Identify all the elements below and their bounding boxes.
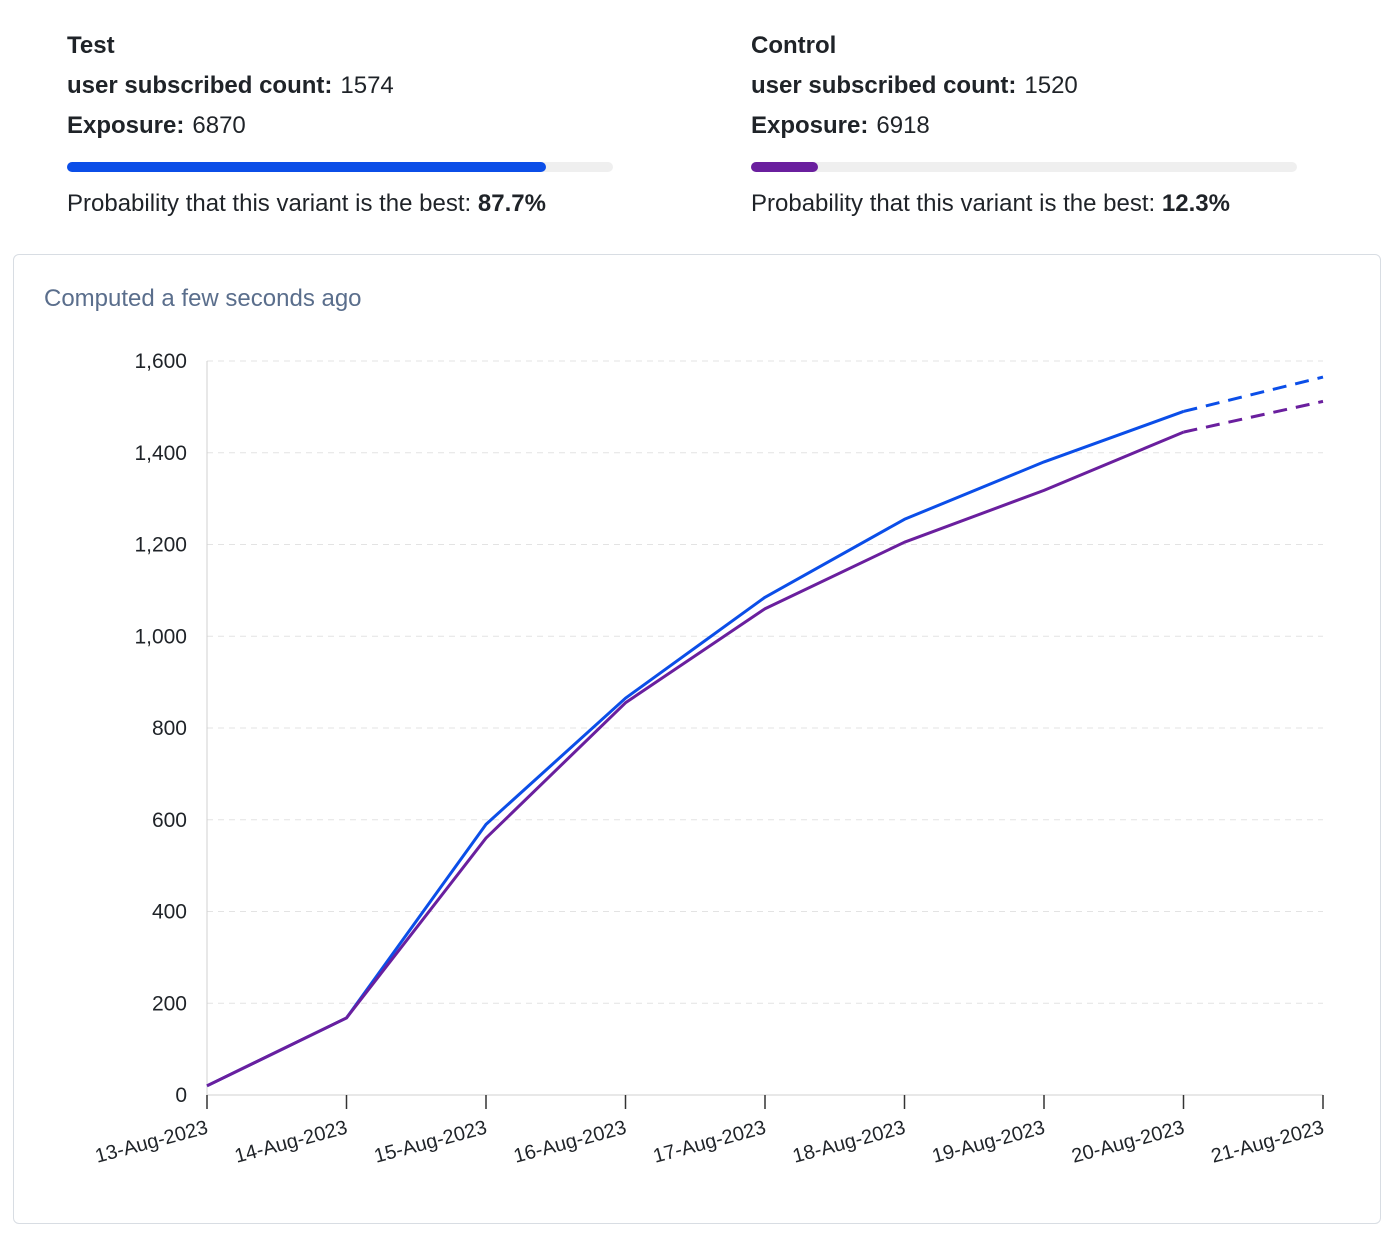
probability-label: Probability that this variant is the bes… [67, 190, 472, 217]
x-tick-label: 18-Aug-2023 [790, 1117, 907, 1168]
probability-text: Probability that this variant is the bes… [67, 190, 615, 218]
y-tick-label: 1,600 [134, 350, 187, 373]
y-tick-label: 1,000 [134, 625, 187, 648]
series-line-1 [206, 430, 1185, 1088]
y-tick-label: 400 [152, 901, 187, 924]
probability-label: Probability that this variant is the bes… [751, 190, 1156, 217]
variant-test-summary: Test user subscribed count: 1574 Exposure… [67, 26, 615, 218]
x-tick-label: 15-Aug-2023 [372, 1117, 489, 1168]
line-chart: 0 200 400 600 800 1,000 1,200 1,400 1,600 13-Aug-… [93, 350, 1326, 1168]
metric-value: 1574 [340, 72, 394, 99]
variant-name: Control [751, 32, 837, 59]
series-projection-1 [1183, 399, 1324, 434]
probability-bar-fill [751, 162, 819, 172]
series-line-0 [206, 410, 1185, 1088]
variant-control-summary: Control user subscribed count: 1520 Expos… [751, 26, 1299, 218]
y-tick-label: 1,200 [134, 534, 187, 557]
y-tick-label: 200 [152, 992, 187, 1015]
probability-bar-fill [67, 162, 546, 172]
x-tick-label: 14-Aug-2023 [232, 1117, 349, 1168]
x-tick-label: 16-Aug-2023 [511, 1117, 628, 1168]
metric-row: user subscribed count: 1520 [751, 66, 1299, 106]
probability-bar [751, 162, 1297, 172]
metric-row: user subscribed count: 1574 [67, 66, 615, 106]
probability-bar [67, 162, 613, 172]
x-tick-label: 21-Aug-2023 [1209, 1117, 1326, 1168]
exposure-label: Exposure: [67, 112, 185, 139]
exposure-value: 6870 [192, 112, 246, 139]
x-tick-label: 13-Aug-2023 [93, 1117, 210, 1168]
chart-card: Computed a few seconds ago 0 200 400 600 800… [13, 254, 1381, 1224]
exposure-label: Exposure: [751, 112, 869, 139]
series-projection-0 [1183, 375, 1324, 413]
metric-value: 1520 [1024, 72, 1078, 99]
variant-name: Test [67, 32, 115, 59]
y-tick-label: 0 [175, 1084, 187, 1107]
probability-value: 87.7% [477, 190, 546, 217]
exposure-row: Exposure: 6918 [751, 106, 1299, 146]
y-tick-label: 1,400 [134, 442, 187, 465]
exposure-row: Exposure: 6870 [67, 106, 615, 146]
metric-label: user subscribed count: [751, 72, 1017, 99]
exposure-value: 6918 [876, 112, 930, 139]
probability-text: Probability that this variant is the bes… [751, 190, 1299, 218]
x-tick-label: 17-Aug-2023 [651, 1117, 768, 1168]
metric-label: user subscribed count: [67, 72, 333, 99]
x-tick-label: 19-Aug-2023 [930, 1117, 1047, 1168]
y-tick-label: 600 [152, 809, 187, 832]
computed-timestamp: Computed a few seconds ago [44, 285, 362, 312]
probability-value: 12.3% [1161, 190, 1230, 217]
y-tick-label: 800 [152, 717, 187, 740]
x-tick-label: 20-Aug-2023 [1069, 1117, 1186, 1168]
